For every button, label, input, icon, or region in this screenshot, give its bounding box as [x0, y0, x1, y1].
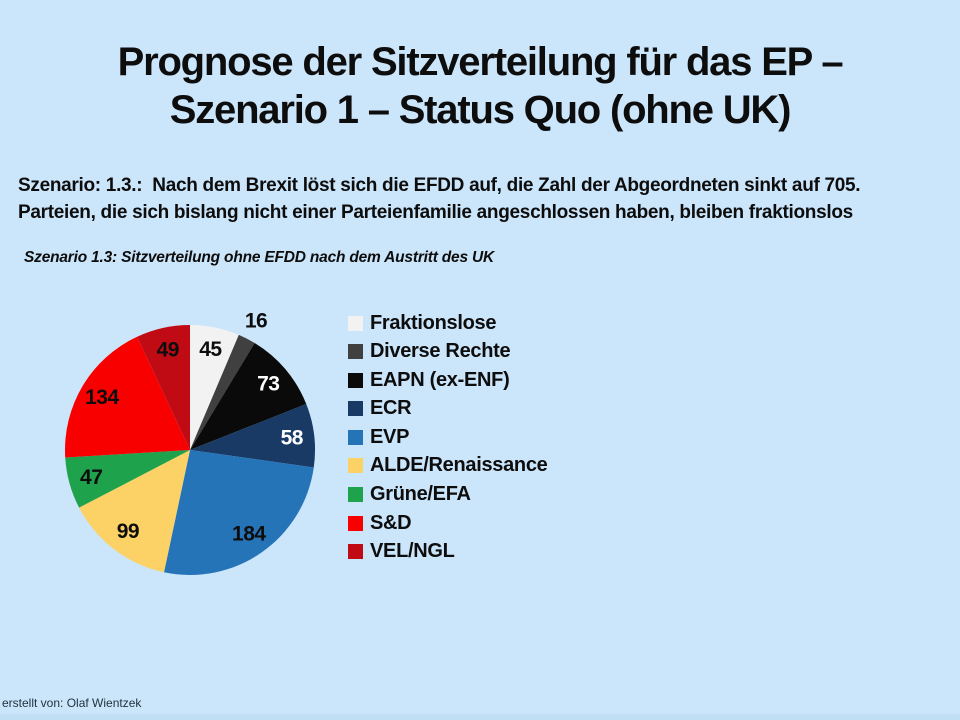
pie-slice-diverse-rechte	[190, 334, 255, 450]
pie-value-label: 49	[157, 338, 179, 361]
legend-item-gr-ne-efa: Grüne/EFA	[348, 483, 548, 506]
pie-slice-ecr	[190, 404, 315, 468]
scenario-description: Szenario: 1.3.: Nach dem Brexit löst sic…	[18, 172, 948, 226]
pie-value-label: 58	[281, 426, 304, 449]
legend-item-alde-renaissance: ALDE/Renaissance	[348, 454, 548, 477]
pie-slice-evp	[164, 450, 314, 576]
legend-swatch	[348, 401, 363, 417]
legend-label: Diverse Rechte	[370, 340, 511, 363]
pie-slice-fraktionslose	[190, 325, 239, 450]
pie-value-label: 47	[80, 466, 102, 489]
legend-label: ALDE/Renaissance	[370, 454, 548, 477]
pie-value-label: 73	[257, 372, 279, 395]
chart-caption: Szenario 1.3: Sitzverteilung ohne EFDD n…	[24, 249, 494, 266]
legend-label: Fraktionslose	[370, 311, 497, 334]
legend-item-s-d: S&D	[348, 512, 548, 534]
legend-swatch	[348, 344, 363, 360]
scenario-description-line2: Parteien, die sich bislang nicht einer P…	[18, 202, 853, 223]
legend-item-evp: EVP	[348, 426, 548, 448]
pie-slice-s-d	[65, 336, 190, 458]
legend-item-fraktionslose: Fraktionslose	[348, 312, 548, 334]
legend-swatch	[348, 315, 363, 331]
legend-swatch	[348, 487, 363, 503]
legend-item-ecr: ECR	[348, 397, 548, 420]
legend-label: EVP	[370, 425, 410, 448]
legend-item-diverse-rechte: Diverse Rechte	[348, 340, 548, 363]
author-credit: erstellt von: Olaf Wientzek	[2, 696, 142, 710]
legend-swatch	[348, 544, 363, 560]
pie-slice-vel-ngl	[137, 325, 190, 450]
legend-label: EAPN (ex-ENF)	[370, 368, 510, 391]
pie-slice-gr-ne-efa	[65, 450, 190, 508]
pie-slice-alde-renaissance	[79, 450, 190, 573]
legend-swatch	[348, 458, 363, 474]
pie-value-label: 134	[85, 386, 119, 409]
legend-swatch	[348, 372, 363, 388]
pie-value-label: 16	[245, 309, 267, 332]
page-title-line2: Szenario 1 – Status Quo (ohne UK)	[169, 88, 792, 132]
pie-value-label: 184	[232, 523, 266, 546]
pie-slice-eapn-ex-enf	[190, 343, 307, 450]
legend-item-vel-ngl: VEL/NGL	[348, 540, 548, 563]
legend-swatch	[348, 429, 363, 445]
scenario-description-line1: Szenario: 1.3.: Nach dem Brexit löst sic…	[18, 175, 861, 196]
pie-value-label: 45	[199, 338, 222, 361]
bottom-edge	[0, 714, 960, 720]
pie-value-label: 99	[117, 520, 139, 543]
legend-label: Grüne/EFA	[370, 483, 471, 506]
legend-swatch	[348, 515, 363, 531]
page-title: Prognose der Sitzverteilung für das EP –…	[0, 38, 960, 134]
legend-label: S&D	[370, 511, 412, 534]
legend-item-eapn-ex-enf: EAPN (ex-ENF)	[348, 369, 548, 391]
page-title-line1: Prognose der Sitzverteilung für das EP –	[117, 40, 844, 84]
legend-label: VEL/NGL	[370, 540, 455, 563]
chart-legend: Fraktionslose Diverse Rechte EAPN (ex-ENF)…	[348, 312, 548, 569]
legend-label: ECR	[370, 397, 412, 420]
